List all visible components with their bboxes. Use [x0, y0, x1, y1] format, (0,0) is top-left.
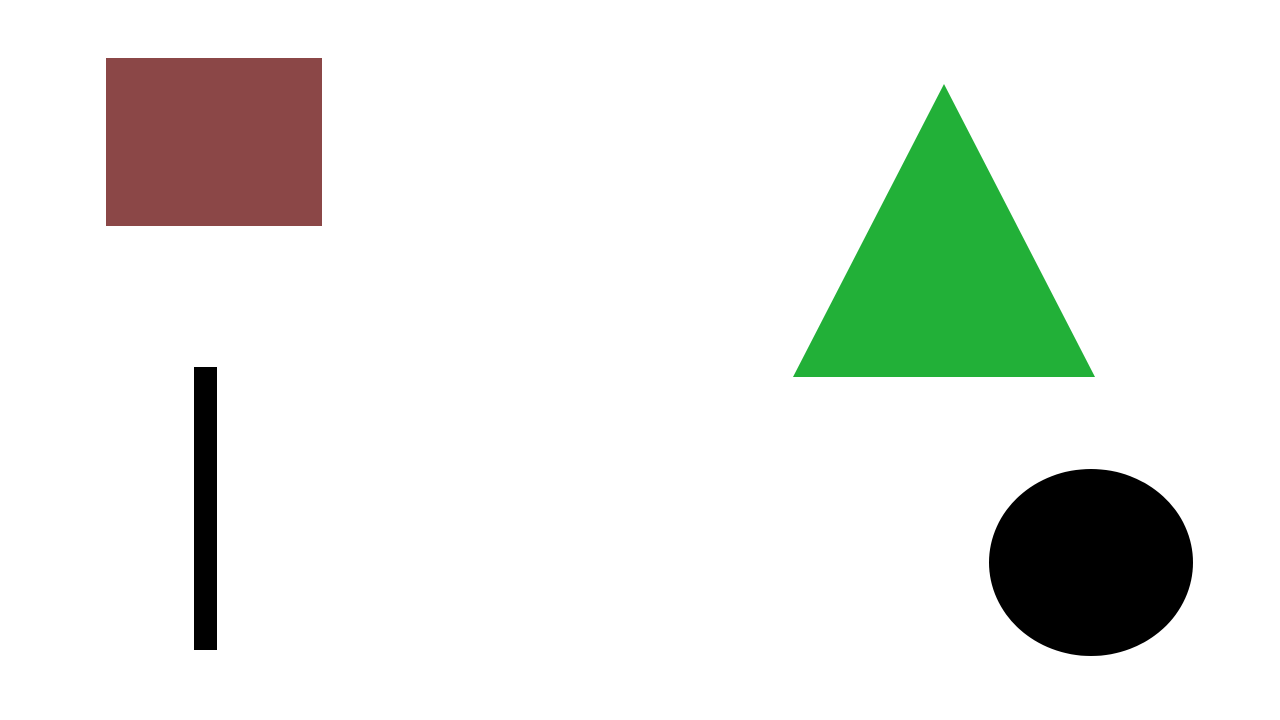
black-vertical-bar	[194, 367, 217, 650]
green-triangle	[793, 84, 1095, 377]
black-ellipse	[989, 469, 1193, 656]
brown-rectangle	[106, 58, 322, 226]
green-triangle-shape	[793, 84, 1095, 377]
